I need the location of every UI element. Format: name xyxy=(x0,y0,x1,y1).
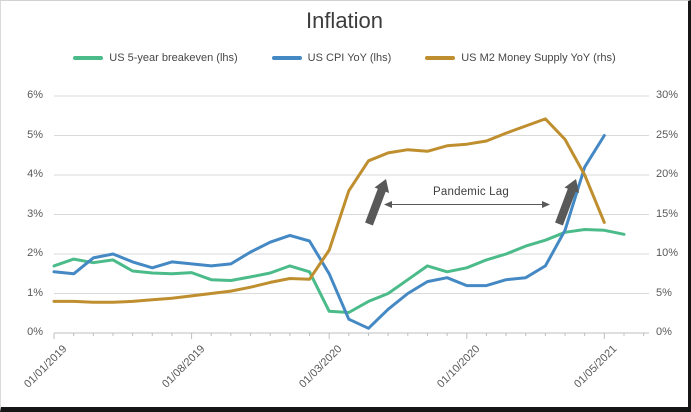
legend-label: US 5-year breakeven (lhs) xyxy=(109,52,238,64)
span-arrowhead-right-icon xyxy=(542,201,550,208)
annotation-pandemic-lag: Pandemic Lag xyxy=(433,186,509,198)
left-axis-tick-label: 3% xyxy=(27,207,43,220)
right-axis-tick-label: 15% xyxy=(656,207,679,220)
legend-item-us-5-year-breakeven-lhs: US 5-year breakeven (lhs) xyxy=(73,52,238,64)
left-axis-tick-label: 1% xyxy=(27,286,43,299)
chart-legend: US 5-year breakeven (lhs) US CPI YoY (lhs… xyxy=(1,52,688,64)
right-axis-tick-label: 30% xyxy=(656,89,679,101)
left-axis-tick-label: 4% xyxy=(27,168,43,180)
legend-label: US CPI YoY (lhs) xyxy=(307,52,392,64)
right-axis-tick-label: 20% xyxy=(656,168,679,180)
left-axis-tick-label: 0% xyxy=(27,326,43,338)
left-axis-tick-label: 5% xyxy=(27,128,43,141)
series-line-us-m2-money-supply-yoy-rhs xyxy=(52,117,606,304)
right-axis-tick-label: 5% xyxy=(656,286,672,299)
legend-line-swatch-icon xyxy=(73,56,104,60)
legend-label: US M2 Money Supply YoY (rhs) xyxy=(461,52,616,64)
left-axis-tick-label: 2% xyxy=(27,247,43,259)
series-line-us-5-year-breakeven-lhs xyxy=(52,228,626,314)
series-line-us-cpi-yoy-lhs xyxy=(52,134,606,330)
chart-title: Inflation xyxy=(305,8,384,33)
right-axis-tick-label: 10% xyxy=(656,247,679,259)
right-axis-tick-label: 0% xyxy=(656,326,672,338)
legend-line-swatch-icon xyxy=(425,56,456,60)
span-arrowhead-left-icon xyxy=(384,201,392,208)
legend-item-us-m2-money-supply-yoy-rhs: US M2 Money Supply YoY (rhs) xyxy=(425,52,616,64)
legend-item-us-cpi-yoy-lhs: US CPI YoY (lhs) xyxy=(271,52,392,64)
right-axis-tick-label: 25% xyxy=(656,128,679,141)
pandemic-arrow-up-right-icon xyxy=(555,179,580,226)
legend-line-swatch-icon xyxy=(271,56,302,60)
left-axis-tick-label: 6% xyxy=(27,89,43,101)
pandemic-arrow-up-left-icon xyxy=(365,179,390,226)
